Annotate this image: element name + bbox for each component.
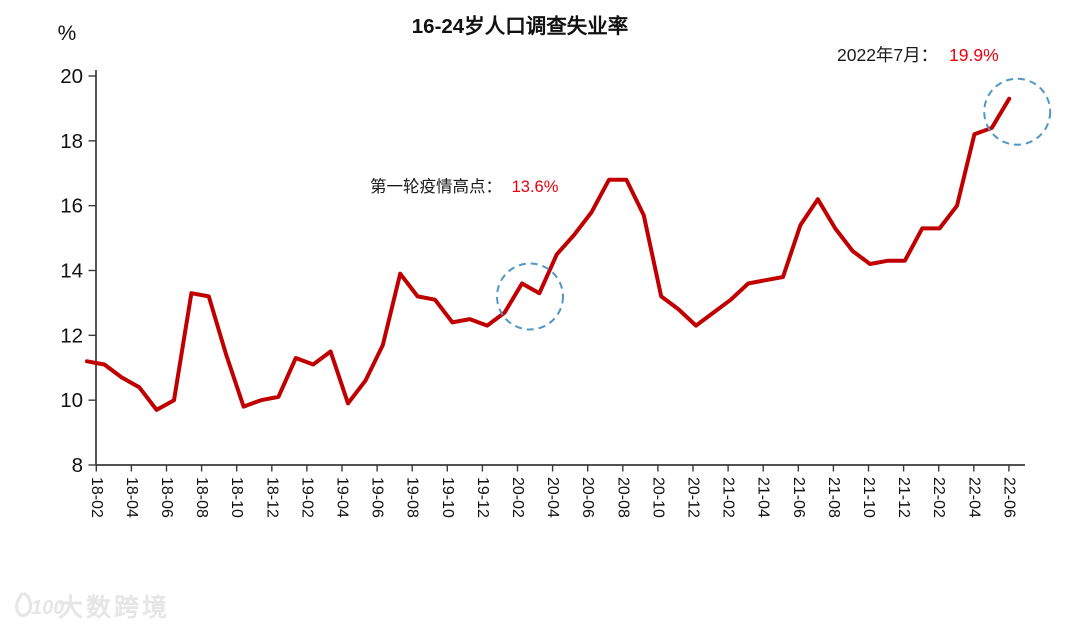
x-axis-tick-label: 20-12 [685, 477, 702, 518]
x-axis-tick-label: 18-02 [88, 477, 105, 518]
x-axis-tick-label: 21-10 [860, 477, 877, 518]
x-axis-tick-label: 21-12 [895, 477, 912, 518]
x-axis: 18-02 18-04 18-06 18-08 18-10 18-12 19-02 19-04… [88, 464, 1025, 518]
y-axis: 20 18 16 14 12 10 8 [60, 65, 97, 477]
annotation-first-wave-value: 13.6% [512, 178, 559, 196]
x-axis-tick-label: 20-06 [579, 477, 596, 518]
y-axis-tick-label: 20 [60, 65, 83, 88]
x-axis-tick-label: 18-12 [263, 477, 280, 518]
watermark-logo-swoosh-icon [15, 592, 33, 618]
highlight-circle-22-06 [983, 77, 1052, 146]
watermark-logo-text: 100 [31, 597, 64, 619]
x-axis-tick-label: 19-08 [404, 477, 421, 518]
x-axis-tick-label: 18-08 [193, 477, 210, 518]
x-axis-tick-label: 19-10 [439, 477, 456, 518]
x-axis-tick-label: 19-06 [369, 477, 386, 518]
x-axis-tick-label: 21-08 [825, 477, 842, 518]
y-axis-tick-label: 12 [60, 324, 83, 347]
y-axis-tick-label: 16 [60, 195, 83, 218]
y-axis-tick-label: 8 [72, 454, 83, 477]
x-axis-tick-label: 22-02 [930, 477, 947, 518]
annotation-first-wave-label: 第一轮疫情高点： [370, 177, 502, 196]
x-axis-tick-label: 20-04 [544, 477, 561, 518]
y-axis-unit-label: % [58, 22, 77, 45]
highlight-circles [496, 77, 1052, 331]
x-axis-tick-label: 22-06 [1000, 477, 1017, 518]
annotation-latest-value: 19.9% [949, 45, 999, 65]
watermark: 100 大数跨境 [15, 592, 170, 622]
annotation-latest: 2022年7月： 19.9% [837, 45, 999, 65]
x-axis-tick-label: 20-02 [509, 477, 526, 518]
y-axis-tick-label: 10 [60, 389, 83, 412]
x-axis-tick-label: 20-08 [614, 477, 631, 518]
chart-title: 16-24岁人口调查失业率 [412, 14, 628, 38]
unemployment-rate-line [85, 96, 1012, 412]
x-axis-tick-label: 21-04 [755, 477, 772, 518]
annotation-first-wave: 第一轮疫情高点： 13.6% [370, 177, 559, 196]
x-axis-tick-label: 19-04 [334, 477, 351, 518]
annotation-latest-label: 2022年7月： [837, 45, 938, 65]
y-axis-tick-label: 14 [60, 259, 83, 282]
x-axis-tick-label: 22-04 [965, 477, 982, 518]
x-axis-tick-label: 19-02 [298, 477, 315, 518]
y-axis-tick-label: 18 [60, 130, 83, 153]
highlight-circle-20-02 [496, 262, 564, 331]
watermark-text: 大数跨境 [58, 593, 170, 622]
x-axis-tick-label: 18-04 [123, 477, 140, 518]
x-axis-tick-label: 19-12 [474, 477, 491, 518]
x-axis-tick-label: 20-10 [649, 477, 666, 518]
x-axis-tick-label: 21-02 [720, 477, 737, 518]
x-axis-tick-label: 18-10 [228, 477, 245, 518]
x-axis-tick-label: 18-06 [158, 477, 175, 518]
x-axis-tick-label: 21-06 [790, 477, 807, 518]
